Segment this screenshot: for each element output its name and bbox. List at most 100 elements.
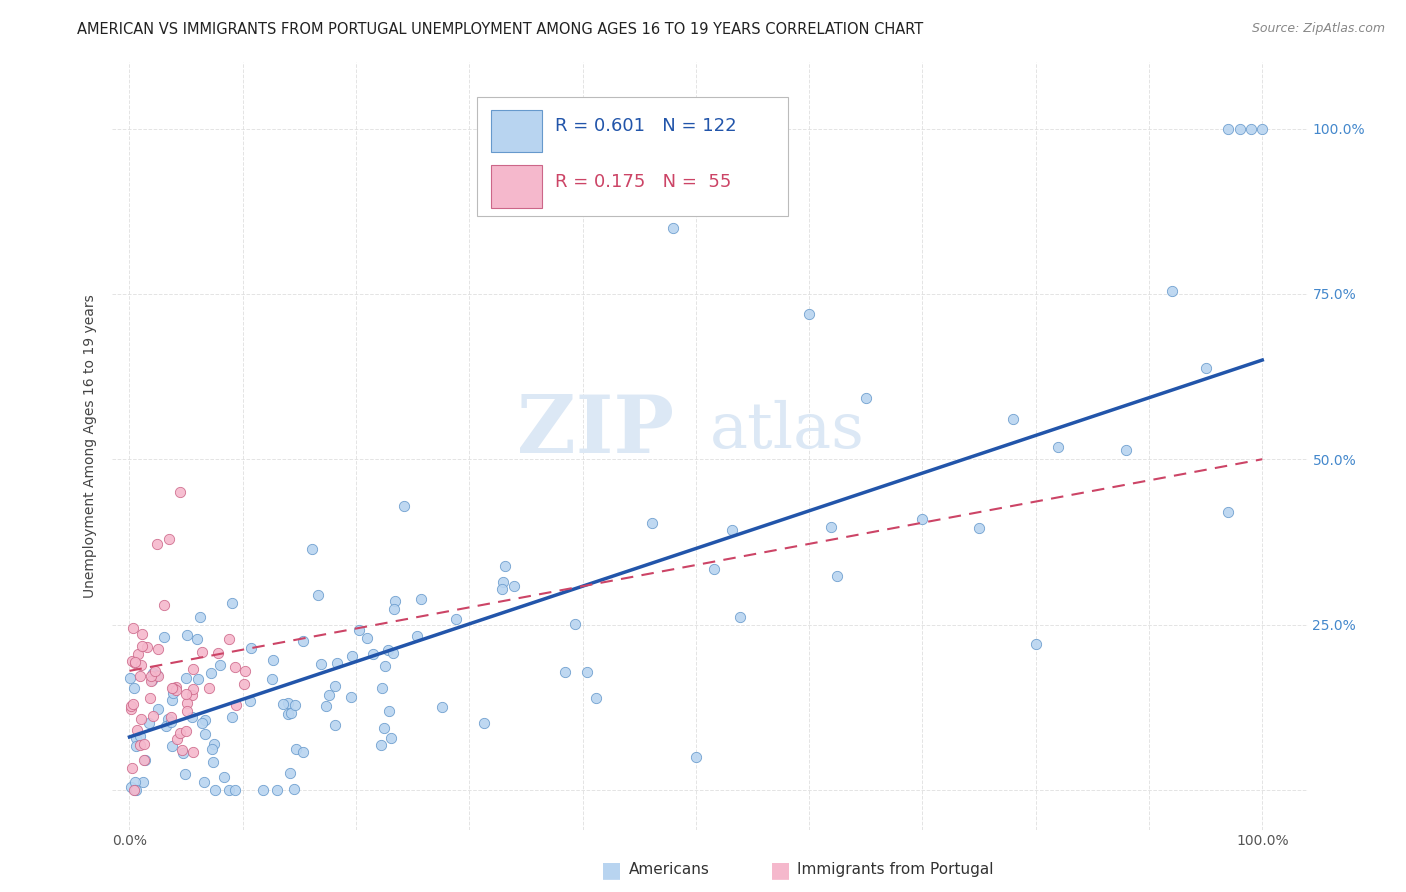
Point (187, 672, 209, 686)
Point (125, 783, 148, 797)
Point (181, 745, 204, 759)
Point (262, 672, 284, 686)
Point (240, 641, 263, 656)
Point (160, 715, 183, 730)
Point (143, 665, 166, 679)
Point (491, 582, 513, 597)
Point (121, 761, 143, 775)
Point (174, 723, 197, 738)
Point (239, 693, 262, 707)
Point (225, 698, 247, 712)
Point (141, 673, 163, 687)
Point (266, 783, 288, 797)
Point (176, 704, 198, 718)
Text: Immigrants from Portugal: Immigrants from Portugal (797, 863, 994, 877)
Point (406, 629, 429, 643)
Point (145, 537, 167, 551)
Point (160, 739, 183, 753)
Point (370, 738, 392, 752)
Point (124, 681, 146, 695)
Point (685, 749, 707, 764)
Point (174, 767, 197, 781)
Point (193, 774, 215, 789)
Point (1251, 121, 1274, 136)
Point (165, 680, 187, 694)
Point (127, 647, 149, 661)
Point (492, 575, 515, 590)
Text: ■: ■ (770, 860, 790, 880)
Point (340, 648, 363, 663)
Point (585, 690, 607, 705)
Point (124, 731, 146, 746)
Point (1160, 284, 1182, 298)
Point (409, 591, 432, 606)
Point (703, 562, 725, 576)
Point (356, 631, 378, 645)
Point (127, 723, 149, 738)
Point (277, 707, 299, 722)
Point (134, 753, 156, 767)
Point (120, 780, 142, 794)
Point (271, 697, 294, 711)
Point (146, 642, 169, 657)
Point (374, 659, 396, 673)
Point (124, 655, 146, 669)
Point (285, 742, 308, 756)
Text: R = 0.175   N =  55: R = 0.175 N = 55 (554, 173, 731, 191)
Point (188, 610, 211, 624)
Point (146, 669, 169, 683)
Point (291, 745, 314, 759)
Point (278, 765, 301, 780)
Point (207, 647, 229, 661)
Point (252, 783, 274, 797)
Point (221, 596, 243, 610)
Point (208, 658, 231, 673)
Point (120, 671, 142, 685)
Point (176, 696, 198, 710)
Point (200, 666, 222, 681)
Point (160, 710, 183, 724)
Point (967, 521, 990, 535)
Point (155, 718, 177, 732)
Point (1240, 121, 1263, 136)
Y-axis label: Unemployment Among Ages 16 to 19 years: Unemployment Among Ages 16 to 19 years (83, 294, 97, 598)
Text: R = 0.601   N = 122: R = 0.601 N = 122 (554, 118, 737, 136)
Point (128, 739, 150, 753)
Point (855, 391, 877, 405)
Point (373, 721, 395, 735)
Point (198, 681, 221, 695)
Point (131, 639, 153, 653)
Point (233, 677, 256, 691)
Point (124, 783, 146, 797)
Point (121, 697, 143, 711)
Point (283, 782, 305, 797)
Point (174, 671, 197, 685)
Point (139, 690, 162, 705)
Point (820, 520, 842, 534)
Point (292, 634, 315, 648)
Point (1218, 121, 1240, 136)
Point (224, 660, 246, 674)
Point (1229, 121, 1251, 136)
Point (797, 307, 820, 321)
Point (157, 712, 180, 726)
Point (134, 737, 156, 751)
Point (124, 656, 146, 670)
Point (183, 681, 205, 696)
Point (641, 516, 664, 530)
Point (446, 612, 468, 626)
Point (380, 731, 402, 746)
Point (202, 737, 225, 751)
Point (166, 732, 188, 747)
Text: Americans: Americans (628, 863, 710, 877)
Point (153, 630, 176, 644)
Point (153, 599, 176, 613)
Point (169, 485, 191, 500)
Point (172, 743, 194, 757)
Point (1002, 412, 1025, 426)
Point (384, 594, 406, 608)
Point (194, 727, 217, 741)
Point (340, 690, 363, 704)
Point (576, 665, 599, 679)
Point (165, 683, 187, 698)
